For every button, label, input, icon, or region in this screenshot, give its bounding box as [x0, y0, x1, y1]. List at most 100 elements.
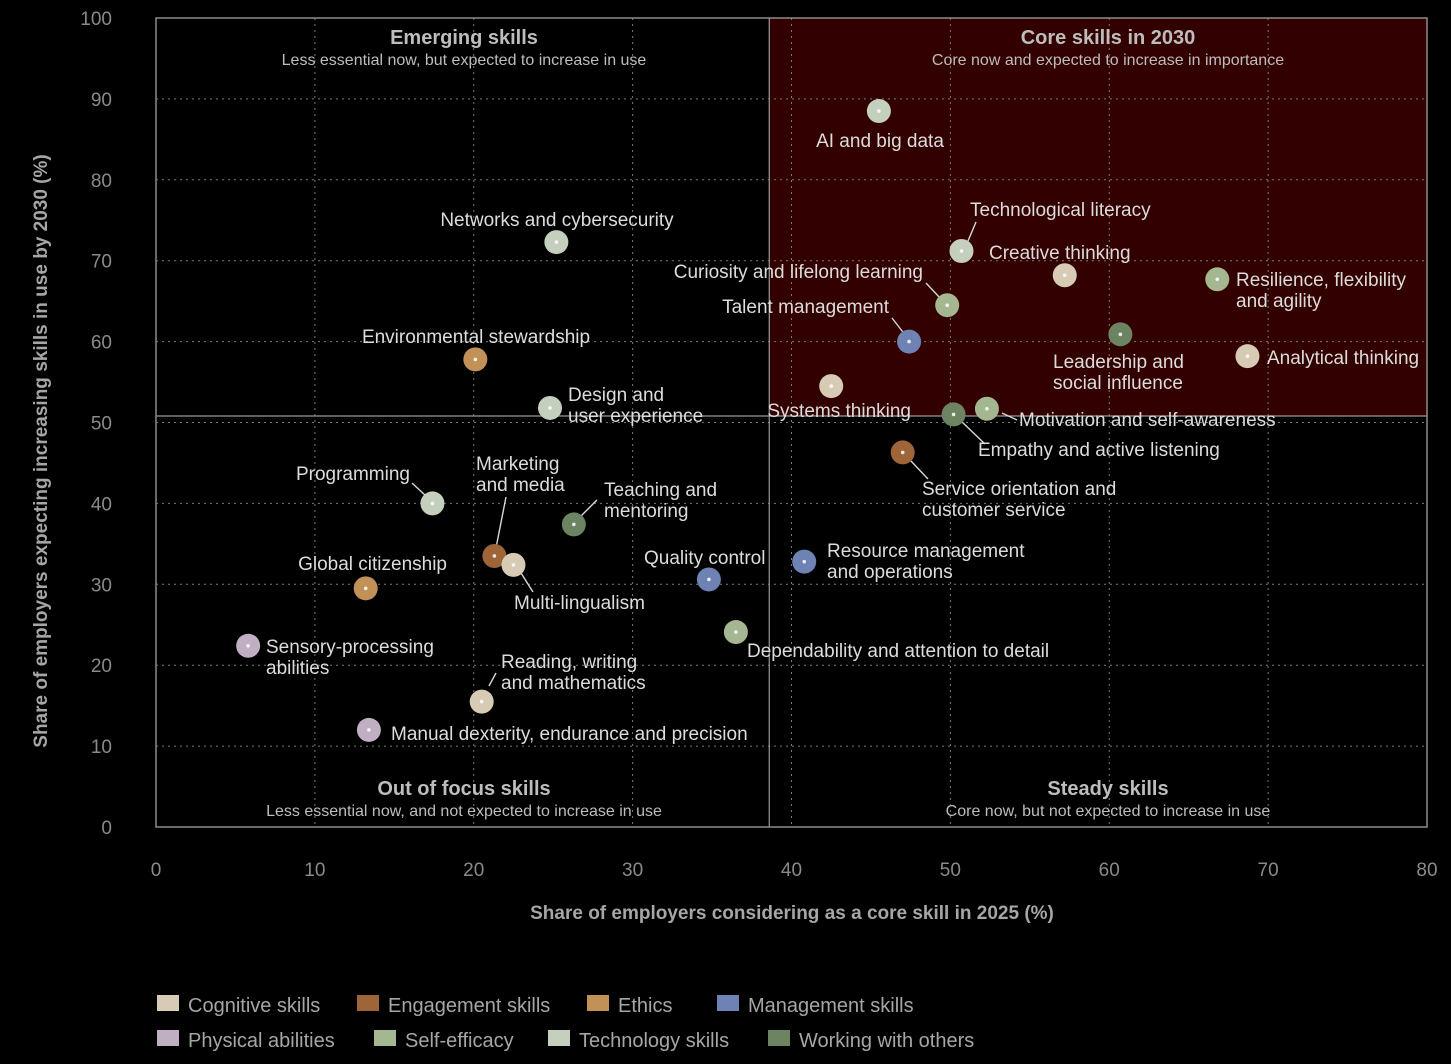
data-label-line: Service orientation and — [922, 479, 1116, 500]
legend: Cognitive skills Engagement skills Ethics M… — [157, 995, 974, 1052]
data-label-line: Systems thinking — [767, 401, 911, 422]
data-label: Marketing and media — [476, 454, 565, 496]
x-tick-label: 20 — [463, 860, 484, 881]
data-label-line: Talent management — [722, 297, 890, 318]
y-axis-title: Share of employers expecting increasing … — [31, 154, 52, 747]
y-tick-label: 80 — [91, 171, 112, 192]
y-tick-label: 0 — [101, 818, 112, 839]
data-label-line: Curiosity and lifelong learning — [674, 262, 923, 283]
data-label: Analytical thinking — [1267, 348, 1419, 369]
data-point-center — [473, 357, 478, 362]
legend-label: Working with others — [799, 1030, 974, 1052]
data-label-line: social influence — [1053, 373, 1183, 394]
data-point-center — [985, 406, 989, 411]
data-label: AI and big data — [816, 131, 944, 152]
plot-frame — [155, 17, 1428, 828]
quadrant-title-core: Core skills in 2030 — [1021, 27, 1196, 49]
y-tick-label: 10 — [91, 737, 112, 758]
leader-line — [909, 459, 929, 480]
data-label: Systems thinking — [767, 401, 911, 422]
data-label: Quality control — [644, 548, 765, 569]
x-axis-title: Share of employers considering as a core… — [530, 903, 1054, 924]
data-label: Reading, writing and mathematics — [501, 652, 646, 694]
data-label-line: Dependability and attention to detail — [747, 641, 1049, 662]
x-tick-label: 70 — [1258, 860, 1279, 881]
leader-line — [580, 499, 598, 517]
data-label: Service orientation and customer service — [922, 479, 1116, 521]
data-point-center — [548, 406, 552, 410]
data-label-line: Empathy and active listening — [978, 440, 1220, 461]
quadrant-subtitle-core: Core now and expected to increase in imp… — [932, 52, 1284, 69]
data-label-line: Programming — [296, 464, 410, 485]
legend-swatch — [157, 1030, 179, 1046]
data-point-center — [734, 630, 738, 634]
data-label-line: Multi-lingualism — [514, 593, 645, 614]
legend-swatch — [768, 1030, 790, 1046]
data-point-center — [246, 643, 250, 648]
data-label-line: and mathematics — [501, 673, 646, 694]
leader-line — [967, 221, 977, 242]
data-label-line: Resilience, flexibility — [1236, 270, 1407, 291]
data-point-center — [900, 450, 905, 455]
data-label: Leadership and social influence — [1053, 352, 1184, 394]
axis-ticks: 0 10 20 30 40 50 60 70 80 0 10 20 30 40 50 60 70 80 90 100 — [80, 9, 1437, 881]
data-point-center — [363, 586, 368, 591]
data-label-line: customer service — [922, 500, 1066, 521]
legend-swatch — [717, 995, 739, 1011]
data-point-center — [802, 559, 807, 564]
quadrant-dividers — [156, 18, 1427, 827]
data-label: Creative thinking — [989, 243, 1131, 264]
legend-swatch — [357, 995, 379, 1011]
data-label-line: Marketing — [476, 454, 559, 475]
y-tick-label: 90 — [91, 90, 112, 111]
data-point-center — [1215, 277, 1220, 282]
data-label-line: Technological literacy — [970, 200, 1151, 221]
data-label: Technological literacy — [970, 200, 1151, 221]
data-label-line: abilities — [266, 658, 329, 679]
data-label-line: and operations — [827, 562, 953, 583]
data-point-center — [829, 384, 834, 388]
x-tick-label: 30 — [622, 860, 643, 881]
legend-label: Technology skills — [579, 1030, 729, 1052]
data-label: Environmental stewardship — [362, 327, 590, 348]
data-point-center — [907, 339, 911, 344]
data-point-center — [877, 109, 881, 113]
data-point-center — [959, 249, 964, 253]
data-label-line: Quality control — [644, 548, 765, 569]
label-leader-lines — [411, 221, 1018, 687]
data-label: Manual dexterity, endurance and precisio… — [391, 724, 748, 745]
data-label-line: Design and — [568, 385, 664, 406]
quadrant-subtitle-out-of-focus: Less essential now, and not expected to … — [266, 803, 662, 820]
data-point-center — [479, 699, 484, 704]
data-label-line: Teaching and — [604, 480, 717, 501]
data-label: Empathy and active listening — [978, 440, 1220, 461]
data-point-center — [430, 501, 435, 506]
data-point-center — [1245, 354, 1250, 358]
legend-label: Ethics — [618, 995, 672, 1017]
data-point-center — [367, 728, 371, 732]
y-tick-label: 50 — [91, 414, 112, 435]
data-label-line: Environmental stewardship — [362, 327, 590, 348]
quadrant-title-steady: Steady skills — [1047, 778, 1168, 800]
data-label-line: and media — [476, 475, 565, 496]
data-point-center — [511, 563, 516, 567]
leader-line — [520, 572, 534, 593]
data-label: Dependability and attention to detail — [747, 641, 1049, 662]
legend-label: Engagement skills — [388, 995, 550, 1017]
data-label-line: Reading, writing — [501, 652, 637, 673]
data-label: Talent management — [722, 297, 890, 318]
data-label: Multi-lingualism — [514, 593, 645, 614]
data-label: Motivation and self-awareness — [1019, 410, 1276, 431]
leader-line — [488, 672, 497, 687]
x-tick-label: 50 — [940, 860, 961, 881]
data-label-line: Motivation and self-awareness — [1019, 410, 1276, 431]
data-label-line: Networks and cybersecurity — [440, 210, 674, 231]
y-tick-label: 60 — [91, 333, 112, 354]
y-tick-label: 20 — [91, 656, 112, 677]
quadrant-title-emerging: Emerging skills — [390, 27, 538, 49]
data-label-line: user experience — [568, 406, 703, 427]
legend-label: Management skills — [748, 995, 914, 1017]
data-label-line: Leadership and — [1053, 352, 1184, 373]
x-tick-label: 0 — [151, 860, 162, 881]
